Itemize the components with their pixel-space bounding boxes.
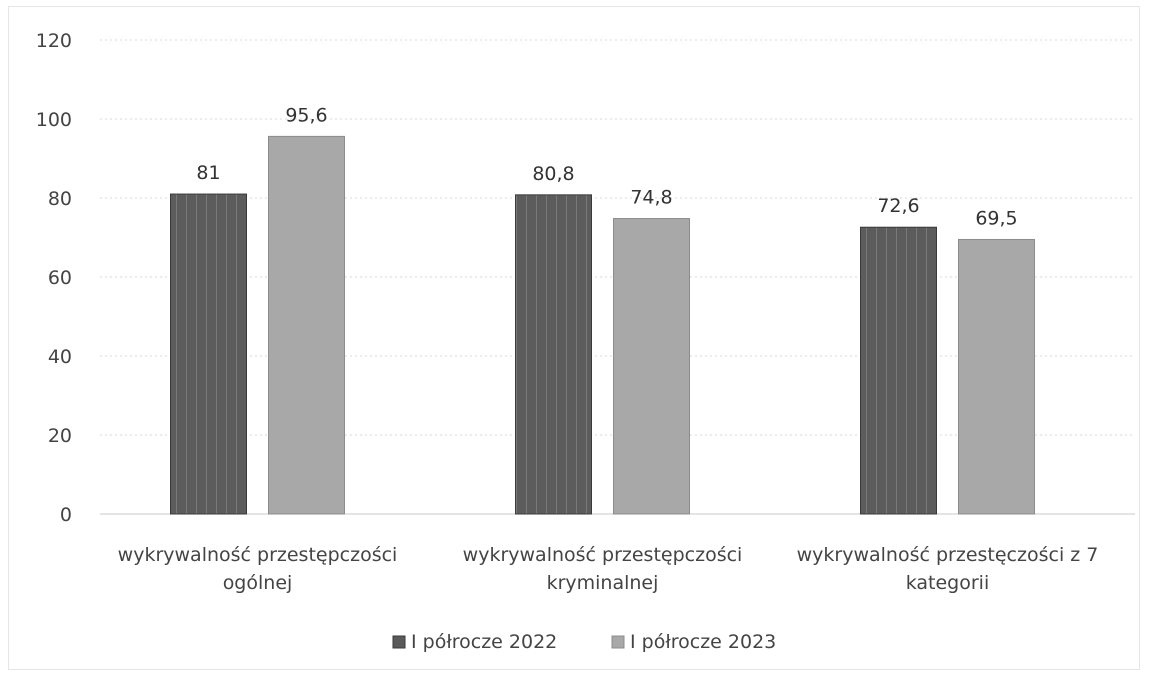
legend-label: I półrocze 2022: [411, 631, 557, 653]
data-label: 80,8: [532, 163, 574, 185]
y-tick-label: 60: [48, 267, 72, 289]
chart-border: [8, 6, 1140, 670]
y-tick-label: 0: [60, 504, 72, 526]
bar: [958, 238, 1035, 515]
data-labels: 81 95,6 80,8 74,8 72,6 69,5: [196, 104, 1017, 229]
data-label: 81: [196, 162, 220, 184]
x-tick-label: wykrywalność przestępczości: [463, 544, 743, 566]
x-tick-label: ogólnej: [223, 572, 293, 594]
y-axis-ticks: 0 20 40 60 80 100 120: [36, 30, 72, 526]
x-tick-label: kategorii: [906, 572, 990, 594]
bar: [170, 193, 247, 515]
data-label: 95,6: [285, 104, 327, 126]
x-axis-labels: wykrywalność przestępczości ogólnej wykryw…: [118, 544, 1099, 594]
data-label: 69,5: [975, 207, 1017, 229]
x-tick-label: kryminalnej: [547, 572, 659, 594]
data-label: 72,6: [877, 195, 919, 217]
bar: [860, 226, 937, 515]
x-tick-label: wykrywalność przestęczości z 7: [797, 544, 1099, 566]
y-tick-label: 80: [48, 188, 72, 210]
data-label: 74,8: [630, 187, 672, 209]
bars: [170, 135, 1035, 515]
x-tick-label: wykrywalność przestępczości: [118, 544, 398, 566]
bar: [268, 135, 345, 515]
bar: [613, 218, 690, 515]
legend-swatch: [392, 635, 406, 649]
y-tick-label: 40: [48, 346, 72, 368]
legend-swatch: [611, 635, 625, 649]
y-tick-label: 100: [36, 109, 72, 131]
legend-label: I półrocze 2023: [630, 631, 776, 653]
bar: [515, 194, 592, 515]
y-tick-label: 20: [48, 425, 72, 447]
legend[interactable]: I półrocze 2022 I półrocze 2023: [392, 631, 776, 653]
y-tick-label: 120: [36, 30, 72, 52]
